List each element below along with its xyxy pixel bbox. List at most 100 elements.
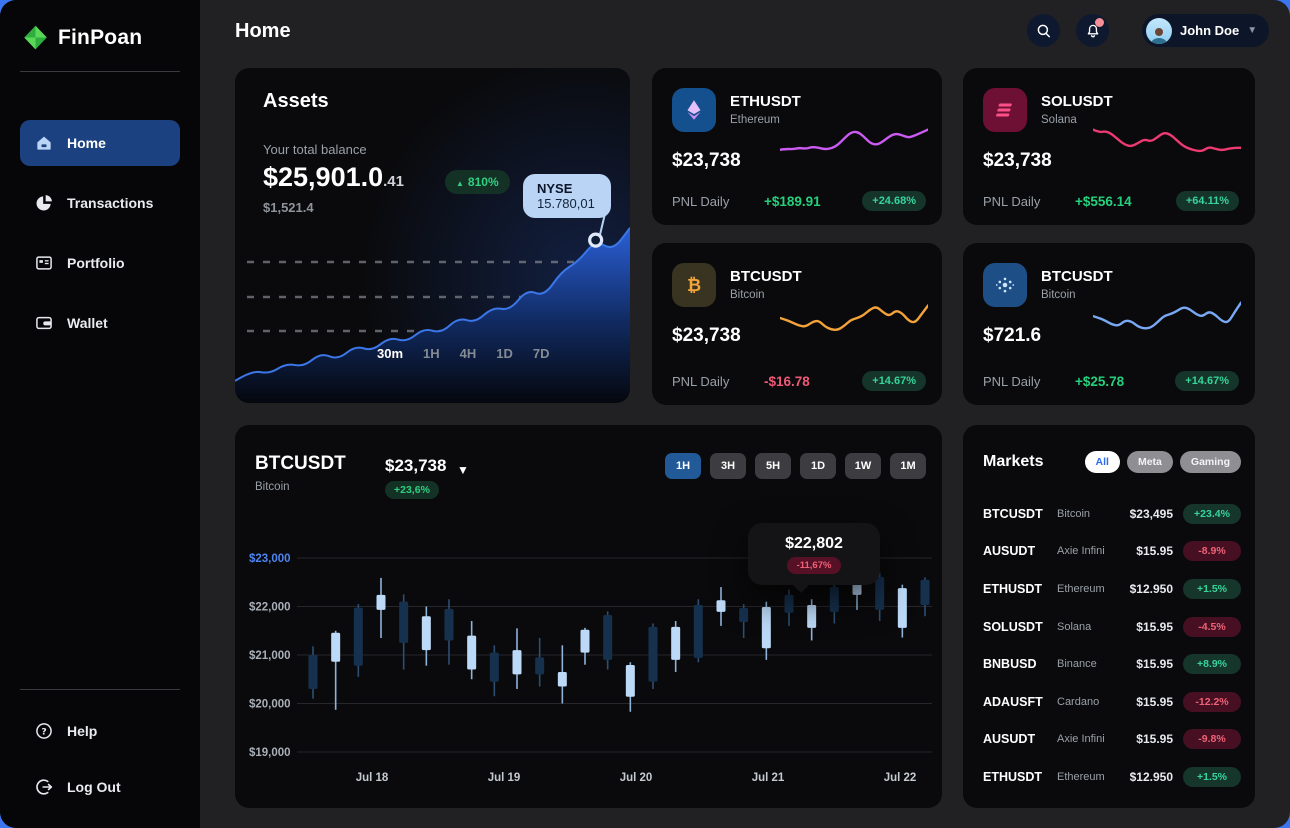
svg-text:$23,000: $23,000 (249, 553, 291, 565)
svg-text:$22,000: $22,000 (249, 602, 291, 614)
market-change-badge: +1.5% (1183, 766, 1241, 787)
balance-area-chart (235, 214, 630, 403)
asset-price: $23,738 (672, 325, 741, 346)
btcusdt-2-sparkline (1093, 301, 1241, 330)
candle-tooltip: $22,802 -11,67% (748, 523, 880, 593)
notifications-button[interactable] (1076, 14, 1109, 47)
nyse-tooltip: NYSE 15.780,01 (523, 174, 611, 218)
pnl-label: PNL Daily (983, 373, 1041, 389)
sidebar-footer: ? Help Log Out (0, 669, 200, 828)
svg-text:Jul 19: Jul 19 (488, 772, 521, 784)
chevron-down-icon: ▼ (1247, 25, 1258, 36)
assets-range-1h[interactable]: 1H (423, 346, 440, 361)
area-marker-dot (588, 232, 604, 248)
chart-symbol: BTCUSDT (255, 453, 346, 474)
avatar (1146, 17, 1172, 44)
sidebar-item-transactions[interactable]: Transactions (20, 180, 180, 226)
market-row[interactable]: SOLUSDT Solana $15.95 -4.5% (983, 608, 1241, 646)
candle-tooltip-change: -11,67% (786, 556, 842, 574)
person-icon (1151, 27, 1167, 44)
svg-text:?: ? (41, 726, 46, 737)
btcusdt-sparkline (780, 304, 928, 332)
search-button[interactable] (1027, 14, 1060, 47)
sidebar-item-label: Help (67, 723, 98, 739)
market-row[interactable]: ADAUSFT Cardano $15.95 -12.2% (983, 683, 1241, 721)
assets-card: Assets Your total balance $25,901.0.41 ▲… (235, 68, 630, 403)
market-name: Solana (1057, 620, 1092, 633)
chart-range-1d[interactable]: 1D (800, 453, 836, 479)
markets-card: Markets All Meta Gaming BTCUSDT Bitcoin $23,… (963, 425, 1255, 808)
market-row[interactable]: BNBUSD Binance $15.95 +8.9% (983, 645, 1241, 683)
nyse-tooltip-value: 15.780,01 (537, 196, 595, 211)
chart-range-1w[interactable]: 1W (845, 453, 881, 479)
pnl-label: PNL Daily (672, 193, 730, 209)
sidebar-item-wallet[interactable]: Wallet (20, 300, 180, 346)
balance-change-value: 810% (467, 175, 499, 189)
ethereum-icon (672, 88, 716, 132)
market-row[interactable]: AUSUDT Axie Infini $15.95 -9.8% (983, 721, 1241, 759)
price-dropdown-caret[interactable]: ▼ (457, 463, 469, 477)
asset-card-btcusdt-2[interactable]: BTCUSDT Bitcoin $721.6 PNL Daily +$25.78… (963, 243, 1255, 405)
market-row[interactable]: ETHUSDT Ethereum $12.950 +1.5% (983, 758, 1241, 796)
asset-price: $23,738 (672, 150, 741, 171)
pnl-row: PNL Daily +$25.78 +14.67% (983, 371, 1239, 391)
assets-range-4h[interactable]: 4H (459, 346, 477, 361)
assets-range-1d[interactable]: 1D (496, 346, 513, 361)
markets-tab-gaming[interactable]: Gaming (1179, 451, 1241, 473)
pnl-row: PNL Daily +$556.14 +64.11% (983, 191, 1239, 211)
pnl-value: +$556.14 (1075, 193, 1132, 209)
svg-text:$21,000: $21,000 (249, 650, 291, 662)
balance-main: $25,901.0 (263, 162, 384, 192)
sidebar-item-log-out[interactable]: Log Out (20, 764, 180, 810)
chart-range-1h[interactable]: 1H (665, 453, 701, 479)
markets-title: Markets (983, 453, 1044, 470)
market-change-badge: -12.2% (1183, 691, 1241, 712)
svg-text:Jul 20: Jul 20 (620, 772, 653, 784)
user-menu[interactable]: John Doe ▼ (1142, 14, 1270, 47)
market-change-badge: -4.5% (1183, 616, 1241, 637)
pnl-percent-badge: +64.11% (1175, 191, 1239, 211)
bitcoin-icon: ₿ (672, 263, 716, 307)
markets-tab-meta[interactable]: Meta (1126, 451, 1173, 473)
chart-range-5h[interactable]: 5H (755, 453, 791, 479)
solusdt-sparkline (1093, 128, 1241, 153)
search-icon (1037, 24, 1050, 37)
pnl-percent-badge: +24.68% (862, 191, 926, 211)
sidebar-item-help[interactable]: ? Help (20, 708, 180, 754)
pnl-percent-badge: +14.67% (1175, 371, 1239, 391)
cardano-icon (983, 263, 1027, 307)
asset-name: Bitcoin (1041, 289, 1076, 301)
svg-text:$19,000: $19,000 (249, 747, 291, 759)
assets-range-30m[interactable]: 30m (377, 346, 404, 361)
market-price: $23,495 (1129, 506, 1173, 521)
user-name: John Doe (1180, 23, 1240, 38)
assets-range-7d[interactable]: 7D (532, 346, 550, 361)
balance-fraction: .41 (383, 173, 404, 190)
market-name: Bitcoin (1057, 507, 1091, 520)
market-row[interactable]: BTCUSDT Bitcoin $23,495 +23.4% (983, 495, 1241, 533)
candlestick-chart[interactable]: $23,000 $22,000 $21,000 $20,000 $19,000 Jul 1… (235, 525, 942, 795)
asset-card-btcusdt[interactable]: ₿ BTCUSDT Bitcoin $23,738 PNL Daily -$16… (652, 243, 942, 405)
market-name: Cardano (1057, 695, 1100, 708)
chart-range-1m[interactable]: 1M (890, 453, 926, 479)
asset-card-ethusdt[interactable]: ETHUSDT Ethereum $23,738 PNL Daily +$189… (652, 68, 942, 225)
logout-icon (34, 777, 54, 797)
market-row[interactable]: AUSUDT Axie Infini $15.95 -8.9% (983, 533, 1241, 571)
sidebar-item-home[interactable]: Home (20, 120, 180, 166)
market-change-badge: +23.4% (1183, 503, 1241, 524)
asset-card-solusdt[interactable]: SOLUSDT Solana $23,738 PNL Daily +$556.1… (963, 68, 1255, 225)
candle-tooltip-price: $22,802 (785, 534, 843, 552)
sidebar-item-portfolio[interactable]: Portfolio (20, 240, 180, 286)
market-row[interactable]: ETHUSDT Ethereum $12.950 +1.5% (983, 570, 1241, 608)
brand-name: FinPoan (58, 25, 143, 49)
asset-price: $721.6 (983, 325, 1042, 346)
bell-icon (1087, 24, 1098, 37)
notification-dot (1095, 18, 1104, 27)
ethusdt-sparkline (780, 128, 928, 151)
asset-symbol: BTCUSDT (1041, 268, 1113, 285)
asset-symbol: BTCUSDT (730, 268, 802, 285)
chart-range-3h[interactable]: 3H (710, 453, 746, 479)
markets-tab-all[interactable]: All (1084, 451, 1120, 473)
sidebar-footer-divider (20, 689, 180, 690)
